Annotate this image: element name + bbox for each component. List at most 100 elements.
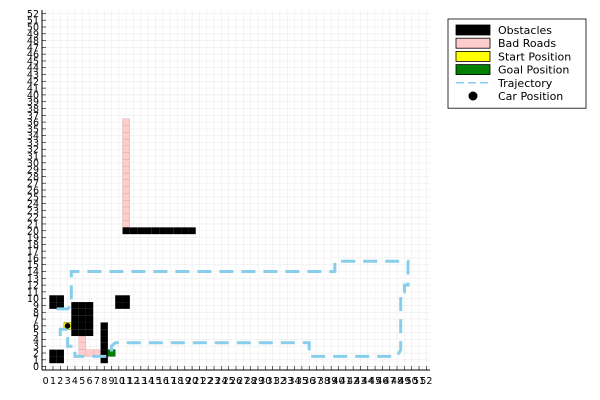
x-tick-label: 46 bbox=[376, 376, 388, 387]
x-tick-label: 49 bbox=[398, 376, 410, 387]
bad-road-cell bbox=[122, 159, 130, 167]
x-tick-label: 38 bbox=[318, 376, 330, 387]
x-tick-label: 25 bbox=[223, 376, 235, 387]
y-tick-label: 19 bbox=[27, 233, 39, 244]
x-tick-label: 29 bbox=[252, 376, 264, 387]
bad-road-cell bbox=[122, 179, 130, 187]
y-tick-label: 45 bbox=[27, 56, 39, 67]
y-tick-label: 23 bbox=[27, 206, 39, 217]
bad-road-cell bbox=[122, 172, 130, 180]
y-tick-label: 21 bbox=[27, 219, 39, 230]
x-tick-label: 20 bbox=[186, 376, 198, 387]
obstacle-cell bbox=[85, 308, 94, 316]
x-tick-label: 0 bbox=[43, 376, 49, 387]
x-tick-label: 14 bbox=[142, 376, 154, 387]
y-tick-label: 43 bbox=[27, 70, 39, 81]
y-tick-label: 11 bbox=[27, 287, 39, 298]
x-tick-label: 21 bbox=[193, 376, 205, 387]
bad-road-cell bbox=[122, 166, 130, 174]
x-tick-label: 4 bbox=[72, 376, 78, 387]
obstacle-cell bbox=[85, 329, 94, 337]
obstacle-cell bbox=[49, 349, 57, 357]
obstacle-cell bbox=[49, 295, 57, 303]
y-tick-label: 4 bbox=[33, 335, 39, 346]
obstacle-cell bbox=[56, 349, 64, 357]
x-tick-label: 43 bbox=[354, 376, 366, 387]
y-tick-label: 35 bbox=[27, 124, 39, 135]
x-tick-label: 3 bbox=[65, 376, 71, 387]
y-tick-label: 32 bbox=[27, 145, 39, 156]
y-tick-label: 3 bbox=[33, 342, 39, 353]
y-tick-label: 41 bbox=[27, 84, 39, 95]
trajectory-line bbox=[53, 259, 410, 358]
obstacle-cell bbox=[71, 329, 79, 337]
x-tick-label: 18 bbox=[171, 376, 183, 387]
y-tick-label: 44 bbox=[27, 63, 39, 74]
x-tick-label: 17 bbox=[164, 376, 176, 387]
obstacle-cell bbox=[56, 295, 64, 303]
obstacle-cell bbox=[56, 302, 64, 309]
y-tick-label: 8 bbox=[33, 308, 39, 319]
bad-road-cell bbox=[122, 220, 130, 228]
y-tick-label: 48 bbox=[27, 36, 39, 47]
x-tick-label: 9 bbox=[109, 376, 115, 387]
obstacle-cell bbox=[100, 336, 108, 343]
y-tick-label: 40 bbox=[27, 90, 39, 101]
legend-start-swatch bbox=[455, 51, 491, 62]
obstacle-cell bbox=[166, 227, 174, 235]
obstacle-cell bbox=[188, 227, 196, 235]
y-tick-label: 30 bbox=[27, 158, 39, 169]
x-tick-label: 2 bbox=[57, 376, 63, 387]
x-tick-label: 15 bbox=[149, 376, 161, 387]
obstacle-cell bbox=[71, 308, 79, 316]
y-tick-label: 33 bbox=[27, 138, 39, 149]
y-tick-label: 15 bbox=[27, 260, 39, 271]
car-position-marker bbox=[64, 323, 71, 329]
x-tick-label: 5 bbox=[79, 376, 85, 387]
obstacle-cell bbox=[49, 302, 57, 309]
legend-label: Start Position bbox=[498, 50, 571, 63]
trajectory-layer bbox=[53, 259, 410, 358]
x-tick-label: 50 bbox=[406, 376, 418, 387]
y-tick-label: 26 bbox=[27, 186, 39, 197]
x-tick-label: 24 bbox=[215, 376, 227, 387]
bad-road-cell bbox=[122, 193, 130, 201]
y-tick-label: 36 bbox=[27, 118, 39, 129]
legend-goal-swatch bbox=[455, 64, 491, 75]
x-tick-label: 51 bbox=[413, 376, 425, 387]
obstacle-cell bbox=[181, 227, 189, 235]
x-tick-label: 52 bbox=[420, 376, 432, 387]
legend-label: Goal Position bbox=[498, 64, 569, 77]
obstacle-cell bbox=[159, 227, 167, 235]
x-tick-label: 26 bbox=[230, 376, 242, 387]
y-tick-label: 42 bbox=[27, 77, 39, 88]
x-tick-label: 19 bbox=[179, 376, 191, 387]
x-tick-label: 6 bbox=[87, 376, 93, 387]
y-tick-label: 7 bbox=[33, 315, 39, 326]
y-tick-label: 34 bbox=[27, 131, 39, 142]
obstacle-cell bbox=[100, 349, 108, 357]
bad-road-cell bbox=[122, 206, 130, 214]
y-tick-label: 18 bbox=[27, 240, 39, 251]
obstacle-cell bbox=[78, 308, 86, 316]
y-tick-label: 2 bbox=[33, 349, 39, 360]
x-tick-label: 12 bbox=[127, 376, 139, 387]
x-tick-label: 35 bbox=[296, 376, 308, 387]
x-tick-label: 37 bbox=[310, 376, 322, 387]
legend-obstacle-swatch bbox=[455, 24, 491, 36]
y-tick-label: 31 bbox=[27, 152, 39, 163]
y-tick-label: 9 bbox=[33, 301, 39, 312]
bad-road-cell bbox=[122, 125, 130, 133]
x-tick-label: 1 bbox=[50, 376, 56, 387]
obstacles-layer bbox=[49, 227, 196, 364]
x-tick-label: 16 bbox=[157, 376, 169, 387]
obstacle-cell bbox=[122, 295, 130, 303]
y-tick-label: 27 bbox=[27, 179, 39, 190]
y-tick-label: 10 bbox=[27, 294, 39, 305]
x-tick-label: 7 bbox=[94, 376, 100, 387]
x-tick-label: 39 bbox=[325, 376, 337, 387]
obstacle-cell bbox=[173, 227, 182, 235]
obstacle-cell bbox=[71, 322, 79, 330]
obstacle-cell bbox=[78, 302, 86, 309]
